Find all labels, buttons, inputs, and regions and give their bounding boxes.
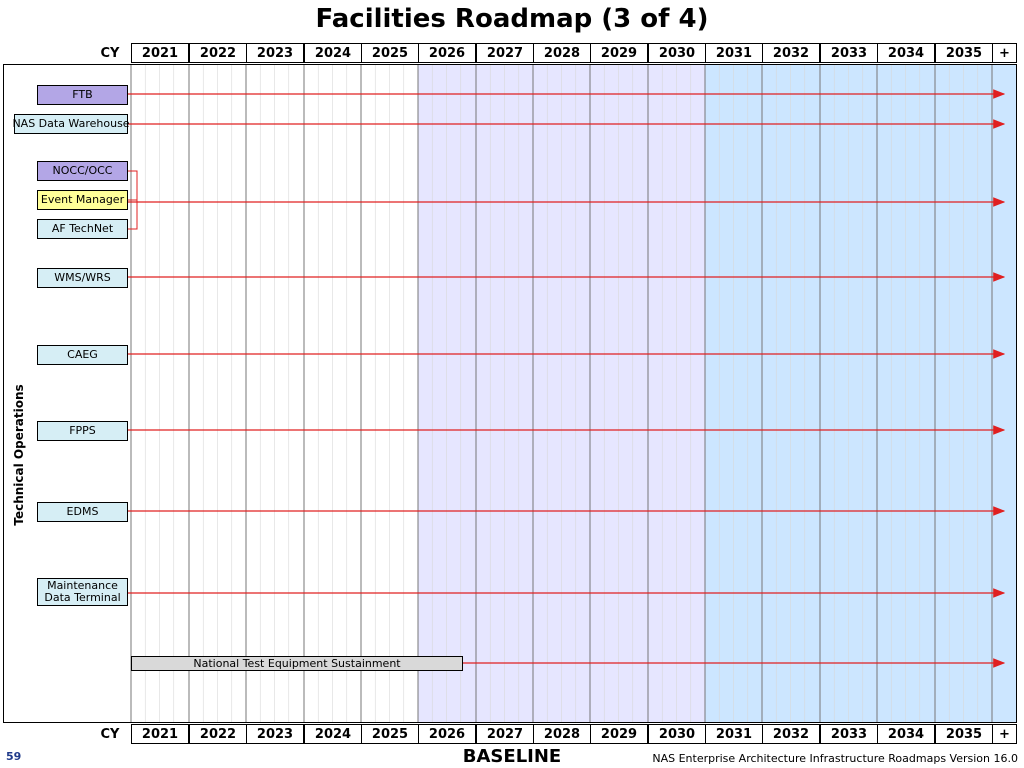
program-label: NAS Data Warehouse xyxy=(12,117,130,130)
baseline-label: BASELINE xyxy=(462,746,562,767)
bottom-year-2026: 2026 xyxy=(418,724,476,744)
program-label: Event Manager xyxy=(40,193,125,206)
bottom-year-2031: 2031 xyxy=(705,724,763,744)
bottom-year-axis: CY 2021 2022 2023 2024 2025 2026 2027 2028 2029 2… xyxy=(0,724,1024,746)
program-label: FPPS xyxy=(69,424,96,437)
top-year-2024: 2024 xyxy=(304,43,362,63)
program-label: FTB xyxy=(72,88,93,101)
program-label: NOCC/OCC xyxy=(52,164,113,177)
program-maintenance-data-terminal[interactable]: Maintenance Data Terminal xyxy=(37,578,128,606)
top-year-2034: 2034 xyxy=(877,43,935,63)
roadmap-frame: Technical Operations xyxy=(3,64,1017,723)
group-bracket xyxy=(128,170,138,230)
document-footer: NAS Enterprise Architecture Infrastructu… xyxy=(652,752,1018,765)
top-year-2030: 2030 xyxy=(648,43,706,63)
top-year-2021: 2021 xyxy=(131,43,189,63)
bottom-year-2025: 2025 xyxy=(361,724,419,744)
bottom-year-plus: + xyxy=(992,724,1017,744)
bottom-year-2032: 2032 xyxy=(762,724,820,744)
bottom-year-2027: 2027 xyxy=(476,724,534,744)
top-year-2032: 2032 xyxy=(762,43,820,63)
top-year-2027: 2027 xyxy=(476,43,534,63)
page-title: Facilities Roadmap (3 of 4) xyxy=(315,4,709,34)
bottom-year-2023: 2023 xyxy=(246,724,304,744)
bottom-year-2024: 2024 xyxy=(304,724,362,744)
bottom-year-2021: 2021 xyxy=(131,724,189,744)
top-year-2031: 2031 xyxy=(705,43,763,63)
top-year-2033: 2033 xyxy=(820,43,878,63)
program-edms[interactable]: EDMS xyxy=(37,502,128,522)
program-event-manager[interactable]: Event Manager xyxy=(37,190,128,210)
program-caeg[interactable]: CAEG xyxy=(37,345,128,365)
bottom-year-2033: 2033 xyxy=(820,724,878,744)
cy-label-top: CY xyxy=(100,46,120,61)
program-af-technet[interactable]: AF TechNet xyxy=(37,219,128,239)
program-label: WMS/WRS xyxy=(54,271,111,284)
band-2031-plus xyxy=(705,64,1017,723)
top-year-2022: 2022 xyxy=(189,43,247,63)
top-year-2035: 2035 xyxy=(935,43,993,63)
program-nas-data-warehouse[interactable]: NAS Data Warehouse xyxy=(12,114,130,134)
program-fpps[interactable]: FPPS xyxy=(37,421,128,441)
bottom-year-2034: 2034 xyxy=(877,724,935,744)
top-year-axis: CY 2021 2022 2023 2024 2025 2026 2027 2028 2029 2… xyxy=(0,43,1024,65)
cy-label-bottom: CY xyxy=(100,727,120,742)
program-wms-wrs[interactable]: WMS/WRS xyxy=(37,268,128,288)
sustainment-label: National Test Equipment Sustainment xyxy=(193,657,401,670)
program-label: CAEG xyxy=(67,348,98,361)
top-year-plus: + xyxy=(992,43,1017,63)
page-number: 59 xyxy=(6,750,22,763)
top-year-2028: 2028 xyxy=(533,43,591,63)
top-year-2029: 2029 xyxy=(590,43,648,63)
bottom-year-2035: 2035 xyxy=(935,724,993,744)
side-label: Technical Operations xyxy=(12,384,26,526)
program-label: AF TechNet xyxy=(51,222,114,235)
top-year-2026: 2026 xyxy=(418,43,476,63)
top-year-2023: 2023 xyxy=(246,43,304,63)
bottom-year-2022: 2022 xyxy=(189,724,247,744)
program-label: EDMS xyxy=(66,505,99,518)
bottom-year-2030: 2030 xyxy=(648,724,706,744)
bottom-year-2028: 2028 xyxy=(533,724,591,744)
national-test-equipment-sustainment-bar[interactable]: National Test Equipment Sustainment xyxy=(131,656,463,671)
program-nocc-occ[interactable]: NOCC/OCC xyxy=(37,161,128,181)
program-label: Maintenance Data Terminal xyxy=(44,579,121,604)
bottom-year-2029: 2029 xyxy=(590,724,648,744)
program-ftb[interactable]: FTB xyxy=(37,85,128,105)
top-year-2025: 2025 xyxy=(361,43,419,63)
